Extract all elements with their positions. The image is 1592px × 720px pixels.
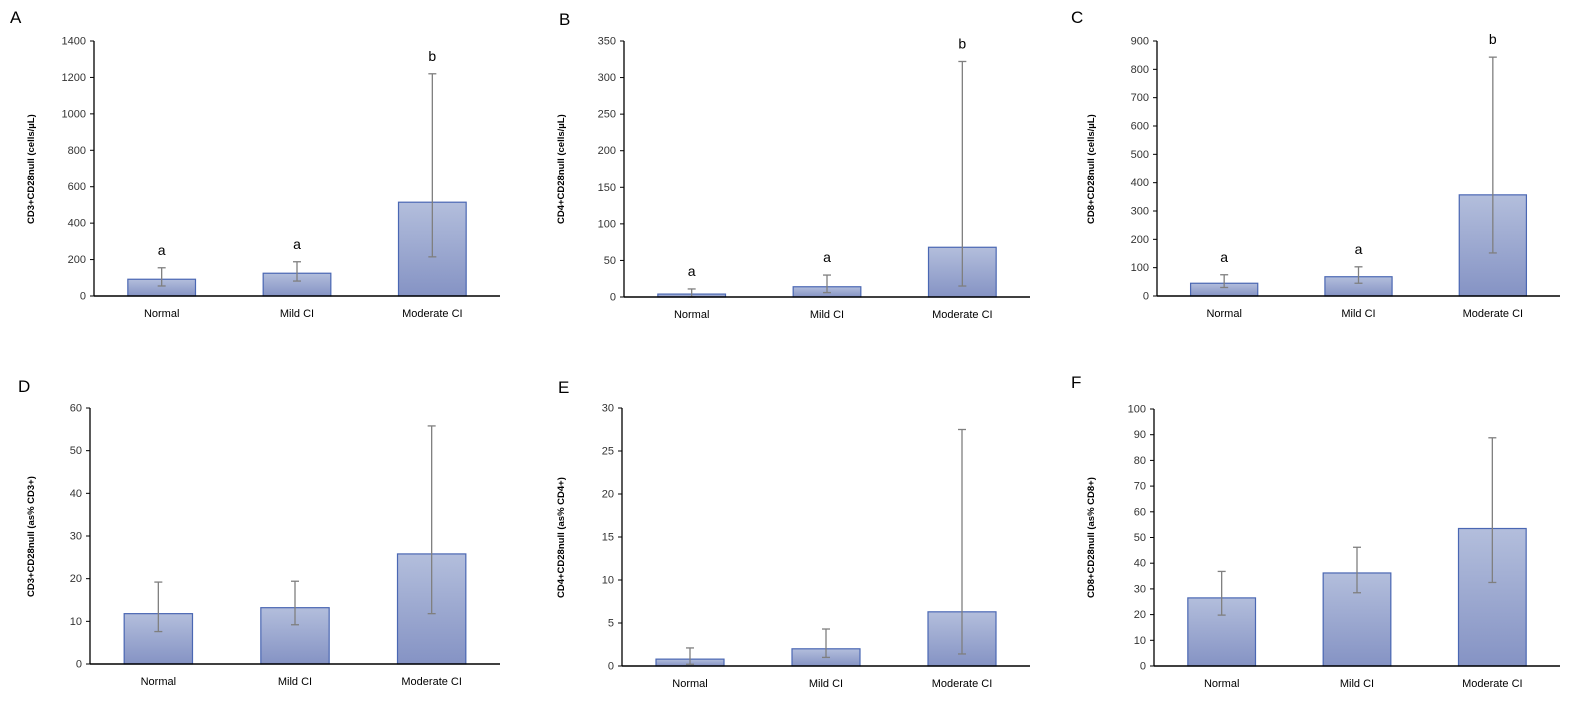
- panel-letter-e: E: [558, 378, 570, 397]
- y-tick-label: 600: [68, 181, 86, 193]
- x-tick-label: Mild CI: [809, 678, 843, 690]
- y-tick-label: 250: [598, 109, 616, 121]
- y-tick-label: 600: [1131, 121, 1149, 133]
- panel-b: B CD4+CD28null (cells/µL) 0 50 100 150 200 250 3…: [530, 0, 1060, 360]
- y-tick-label: 200: [1131, 234, 1149, 246]
- y-tick-label: 60: [1134, 506, 1146, 518]
- panel-f: F CD8+CD28null (as% CD8+) 0 10 20 30 40 50 60 70 8…: [1060, 360, 1590, 720]
- y-tick-label: 30: [70, 531, 82, 543]
- chart-svg-b: 0 50 100 150 200 250 300 350 a Normal a Mild CI b Mod…: [598, 35, 1030, 321]
- panel-letter-d: D: [18, 377, 31, 396]
- x-tick-label: Normal: [672, 678, 707, 690]
- x-tick-label: Mild CI: [1340, 678, 1374, 690]
- y-tick-label: 200: [598, 145, 616, 157]
- y-tick-label: 80: [1134, 455, 1146, 467]
- chart-svg-f: 0 10 20 30 40 50 60 70 80 90 100 Normal Mild CI Moder…: [1128, 404, 1560, 690]
- chart-svg-e: 0 5 10 15 20 25 30 Normal Mild CI Moderate CI: [602, 403, 1030, 690]
- y-tick-label: 25: [602, 446, 614, 458]
- y-tick-label: 10: [602, 575, 614, 587]
- y-tick-label: 10: [70, 616, 82, 628]
- x-tick-label: Normal: [141, 676, 176, 688]
- significance-label: a: [158, 242, 166, 258]
- x-tick-label: Normal: [144, 308, 179, 320]
- y-tick-label: 10: [1134, 635, 1146, 647]
- panel-a: A CD3+CD28null (cells/µL) 0 200 400 600 800 100…: [0, 0, 530, 360]
- y-tick-label: 30: [1134, 583, 1146, 595]
- y-tick-label: 400: [68, 218, 86, 230]
- x-tick-label: Mild CI: [278, 676, 312, 688]
- chart-svg-a: 0 200 400 600 800 1000 1200 1400 a Normal a Mild CI…: [62, 36, 500, 320]
- y-tick-label: 100: [598, 218, 616, 230]
- y-tick-label: 100: [1128, 404, 1146, 416]
- y-tick-label: 90: [1134, 429, 1146, 441]
- y-tick-label: 20: [602, 489, 614, 501]
- significance-label: a: [823, 249, 831, 265]
- panel-letter-b: B: [559, 10, 571, 29]
- y-tick-label: 0: [1143, 291, 1149, 303]
- y-tick-label: 0: [610, 292, 616, 304]
- y-tick-label: 50: [1134, 532, 1146, 544]
- y-tick-label: 0: [80, 291, 86, 303]
- x-tick-label: Mild CI: [280, 308, 314, 320]
- y-tick-label: 5: [608, 618, 614, 630]
- x-tick-label: Moderate CI: [932, 309, 993, 321]
- x-tick-label: Moderate CI: [1463, 308, 1524, 320]
- panel-letter-f: F: [1071, 373, 1082, 392]
- y-tick-label: 40: [1134, 558, 1146, 570]
- y-tick-label: 0: [1140, 661, 1146, 673]
- y-tick-label: 1000: [62, 108, 86, 120]
- x-tick-label: Normal: [1204, 678, 1239, 690]
- significance-label: b: [428, 48, 436, 64]
- y-tick-label: 30: [602, 403, 614, 415]
- y-tick-label: 150: [598, 182, 616, 194]
- panel-letter-a: A: [10, 8, 22, 27]
- chart-svg-c: 0 100 200 300 400 500 600 700 800 900 a Normal a Mild…: [1131, 31, 1560, 320]
- x-tick-label: Mild CI: [1341, 308, 1375, 320]
- y-tick-label: 500: [1131, 149, 1149, 161]
- significance-label: a: [293, 236, 301, 252]
- panel-d: D CD3+CD28null (as% CD3+) 0 10 20 30 40 50 60 Nor…: [0, 360, 530, 720]
- x-tick-label: Moderate CI: [1462, 678, 1523, 690]
- y-tick-label: 20: [70, 573, 82, 585]
- significance-label: b: [1489, 31, 1497, 47]
- y-tick-label: 800: [1131, 64, 1149, 76]
- x-tick-label: Mild CI: [810, 309, 844, 321]
- y-tick-label: 700: [1131, 92, 1149, 104]
- chart-svg-d: 0 10 20 30 40 50 60 Normal Mild CI Moderate CI: [70, 403, 500, 688]
- y-tick-label: 50: [70, 445, 82, 457]
- y-tick-label: 800: [68, 145, 86, 157]
- significance-label: a: [688, 263, 696, 279]
- y-tick-label: 300: [1131, 206, 1149, 218]
- significance-label: b: [958, 35, 966, 51]
- y-tick-label: 70: [1134, 481, 1146, 493]
- y-tick-label: 20: [1134, 609, 1146, 621]
- x-tick-label: Moderate CI: [932, 678, 993, 690]
- x-tick-label: Moderate CI: [402, 308, 463, 320]
- y-tick-label: 1400: [62, 36, 86, 48]
- y-tick-label: 1200: [62, 72, 86, 84]
- y-tick-label: 60: [70, 403, 82, 415]
- y-tick-label: 50: [604, 255, 616, 267]
- panel-letter-c: C: [1071, 8, 1084, 27]
- y-tick-label: 100: [1131, 262, 1149, 274]
- y-tick-label: 40: [70, 488, 82, 500]
- x-tick-label: Normal: [1206, 308, 1241, 320]
- y-tick-label: 15: [602, 532, 614, 544]
- panel-c: C CD8+CD28null (cells/µL) 0 100 200 300 400 500…: [1060, 0, 1590, 360]
- y-tick-label: 900: [1131, 36, 1149, 48]
- significance-label: a: [1355, 241, 1363, 257]
- x-tick-label: Normal: [674, 309, 709, 321]
- y-tick-label: 300: [598, 72, 616, 84]
- y-tick-label: 0: [608, 661, 614, 673]
- y-tick-label: 350: [598, 36, 616, 48]
- y-tick-label: 0: [76, 659, 82, 671]
- significance-label: a: [1220, 249, 1228, 265]
- y-tick-label: 400: [1131, 177, 1149, 189]
- panel-e: E CD4+CD28null (as% CD4+) 0 5 10 15 20 25 30 Norm…: [530, 360, 1060, 720]
- x-tick-label: Moderate CI: [401, 676, 462, 688]
- y-tick-label: 200: [68, 254, 86, 266]
